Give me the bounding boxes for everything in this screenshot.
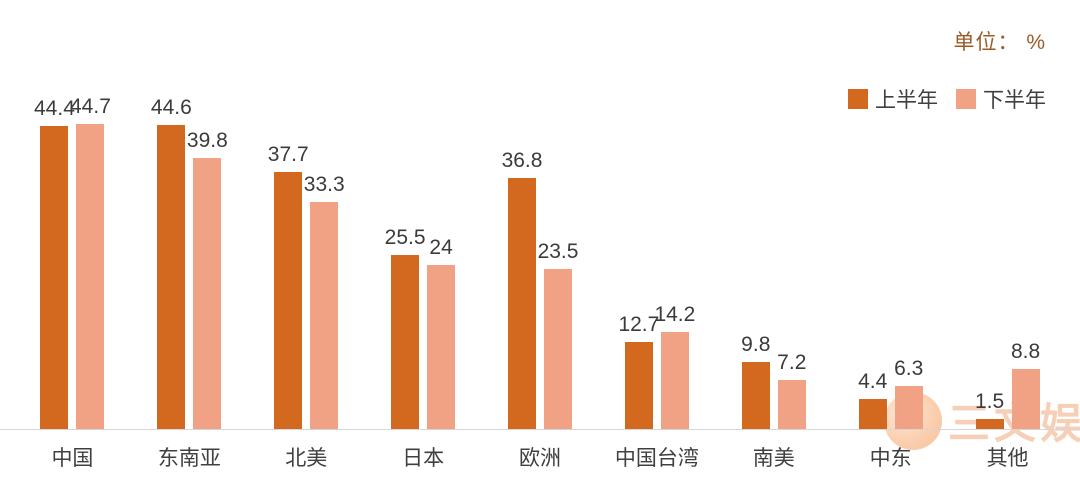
- bar-series-first-half: 1.5: [975, 390, 1004, 429]
- bar-series-second-half: 39.8: [187, 129, 228, 429]
- bar-series-first-half: 44.4: [34, 97, 75, 429]
- x-axis-label: 南美: [752, 447, 795, 470]
- bar-value-label: 8.8: [1010, 339, 1041, 363]
- bar-series-second-half: 14.2: [654, 303, 695, 429]
- bar-value-label: 23.5: [537, 239, 579, 263]
- bar-group: 9.8 7.2: [715, 88, 832, 429]
- bar-series-second-half: 44.7: [70, 95, 111, 429]
- bar-value-label: 6.3: [894, 357, 924, 381]
- bar-value-label: 44.7: [70, 95, 111, 119]
- bar-series-second-half: 23.5: [538, 240, 578, 429]
- bar-group: 36.8 23.5: [482, 88, 599, 429]
- legend-label-second-half: 下半年: [983, 89, 1046, 112]
- bar-series-second-half: 33.3: [304, 173, 345, 429]
- bar-series-second-half: 8.8: [1011, 340, 1040, 429]
- bar-series-first-half: 9.8: [741, 333, 770, 429]
- x-axis-label: 中国台湾: [614, 447, 699, 470]
- x-axis-label: 北美: [285, 447, 328, 470]
- bar-value-label: 1.5: [974, 389, 1005, 413]
- x-axis-label: 东南亚: [157, 447, 221, 470]
- bar-group: 44.4 44.7: [14, 88, 131, 429]
- x-axis-label: 欧洲: [519, 447, 561, 470]
- bar-series-first-half: 36.8: [502, 149, 542, 429]
- bar-value-label: 44.4: [34, 97, 75, 121]
- bar-value-label: 24: [429, 236, 453, 260]
- legend-area: 单位： % 上半年 下半年: [848, 26, 1046, 114]
- bar-value-label: 4.4: [858, 370, 888, 393]
- bar-group: 25.5 24: [365, 88, 482, 429]
- bar-value-label: 14.2: [654, 303, 696, 327]
- bar-series-second-half: 6.3: [894, 357, 923, 429]
- legend: 上半年 下半年: [848, 84, 1046, 114]
- bar-value-label: 37.7: [267, 142, 309, 166]
- bar-series-first-half: 44.6: [151, 96, 192, 429]
- x-axis-label: 中国: [51, 447, 94, 470]
- bar-value-label: 39.8: [186, 128, 228, 152]
- bar-value-label: 33.3: [303, 172, 345, 196]
- x-axis-label: 其他: [986, 447, 1029, 470]
- bar-value-label: 7.2: [777, 350, 807, 374]
- bar-value-label: 25.5: [384, 226, 426, 250]
- bar-group: 12.7 14.2: [598, 88, 715, 429]
- bar-group: 4.4 6.3: [832, 88, 949, 429]
- legend-item-first-half: 上半年: [848, 84, 938, 114]
- bar-series-first-half: 25.5: [385, 226, 426, 429]
- plot-area: 44.4 44.7 44.6 39.8 37.7 33.3 25.5 24 36.8 23.5 12…: [0, 88, 1080, 430]
- bar-group: 1.5 8.8: [949, 88, 1066, 429]
- bar-series-first-half: 4.4: [858, 370, 887, 429]
- x-axis-label: 日本: [402, 447, 445, 470]
- x-axis-labels: 中国 东南亚 北美 日本 欧洲 中国台湾 南美 中东 其他: [0, 442, 1080, 472]
- bar-series-second-half: 7.2: [777, 351, 806, 429]
- unit-label: 单位： %: [953, 31, 1046, 54]
- bar-group: 37.7 33.3: [248, 88, 365, 429]
- legend-swatch-first-half: [848, 89, 868, 109]
- bar-value-label: 44.6: [150, 95, 192, 119]
- bar-series-second-half: 24: [427, 236, 456, 429]
- x-axis-label: 中东: [869, 447, 912, 470]
- bar-series-first-half: 37.7: [268, 143, 309, 429]
- bar-group: 44.6 39.8: [131, 88, 248, 429]
- bar-series-first-half: 12.7: [618, 313, 659, 429]
- legend-label-first-half: 上半年: [875, 89, 938, 112]
- bar-value-label: 36.8: [501, 149, 543, 173]
- legend-item-second-half: 下半年: [956, 84, 1046, 114]
- bar-value-label: 9.8: [741, 333, 771, 357]
- legend-swatch-second-half: [956, 89, 976, 109]
- bar-value-label: 12.7: [618, 313, 660, 337]
